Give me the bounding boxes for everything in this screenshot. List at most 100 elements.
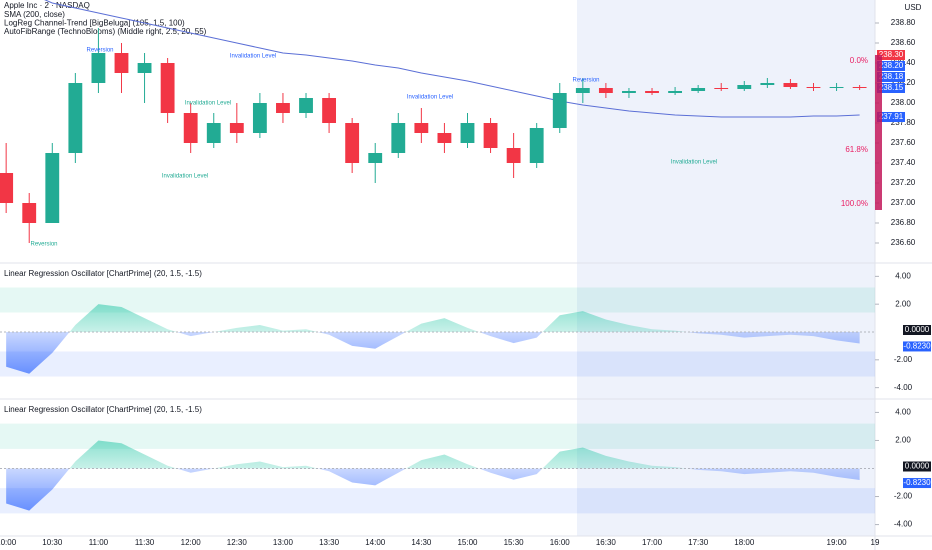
x-tick-label: 18:00 (734, 538, 755, 547)
y-tick-label: 238.20 (891, 78, 916, 87)
candle-body (760, 83, 775, 85)
price-badge (877, 61, 905, 71)
annotation: Invalidation Level (162, 174, 208, 180)
x-tick-label: 16:30 (596, 538, 617, 547)
candle-body (852, 87, 867, 88)
y-tick-label: -4.00 (894, 383, 913, 392)
price-badge (877, 112, 905, 122)
candle-body (91, 53, 106, 83)
price-badge-label: 238.30 (879, 50, 904, 59)
candle-body (22, 203, 37, 223)
candle-body (668, 91, 683, 93)
annotation: Invalidation Level (185, 101, 231, 107)
value-badge-label: 0.0000 (905, 325, 930, 334)
candle-body (691, 88, 706, 91)
x-tick-label: 14:30 (411, 538, 432, 547)
candle-body (737, 85, 752, 89)
y-tick-label: 2.00 (895, 436, 911, 445)
value-badge (903, 341, 931, 352)
y-tick-label: -2.00 (894, 355, 913, 364)
price-badge (877, 50, 905, 60)
x-tick-label: 12:30 (227, 538, 248, 547)
candle-body (437, 133, 452, 143)
candle-body (276, 103, 290, 113)
candle-body (45, 153, 60, 223)
candle-body (483, 123, 498, 148)
candle-body (460, 123, 475, 143)
candle-body (137, 63, 152, 73)
pane-title: Linear Regression Oscillator [ChartPrime… (4, 405, 202, 414)
price-badge (877, 83, 905, 93)
candle-body (206, 123, 221, 143)
y-tick-label: 237.60 (891, 138, 916, 147)
fib-label: 61.8% (845, 145, 868, 154)
y-tick-label: 236.60 (891, 238, 916, 247)
currency-label: USD (905, 3, 922, 12)
annotation: Invalidation Level (230, 54, 276, 60)
x-tick-label: 16:00 (550, 538, 571, 547)
candle-body (806, 87, 821, 88)
y-tick-label: 238.00 (891, 98, 916, 107)
candle-body (783, 83, 798, 87)
y-tick-label: 237.00 (891, 198, 916, 207)
y-tick-label: 4.00 (895, 271, 911, 280)
y-tick-label: 238.80 (891, 18, 916, 27)
candle-body (645, 91, 659, 93)
value-badge-label: -0.8230 (903, 342, 931, 351)
candle-body (552, 93, 567, 128)
y-tick-label: 238.60 (891, 38, 916, 47)
pane-title: Linear Regression Oscillator [ChartPrime… (4, 269, 202, 278)
x-tick-label: 10:00 (0, 538, 17, 547)
annotation: Reversion (30, 242, 57, 248)
x-tick-label: 10:30 (42, 538, 63, 547)
y-tick-label: 237.40 (891, 158, 916, 167)
price-badge (877, 72, 905, 82)
value-badge-label: -0.8230 (903, 478, 931, 487)
candle-body (598, 88, 613, 93)
candle-body (114, 53, 129, 73)
y-tick-label: -4.00 (894, 520, 913, 529)
legend-entry: AutoFibRange (TechnoBlooms) (Middle righ… (4, 27, 207, 36)
upper-band (0, 423, 875, 449)
candle-body (183, 113, 198, 143)
fib-label: 100.0% (841, 199, 868, 208)
pane-title: Apple Inc · 2 · NASDAQ (4, 1, 90, 10)
x-tick-label: 19:00 (827, 538, 848, 547)
x-tick-label: 17:30 (688, 538, 709, 547)
x-tick-label: 12:00 (181, 538, 202, 547)
oscillator-area (6, 440, 860, 511)
fib-label: 0.0% (850, 56, 868, 65)
price-badge-label: 238.18 (879, 72, 904, 81)
value-badge-label: 0.0000 (905, 462, 930, 471)
candle-body (575, 88, 590, 93)
x-tick-label: 17:00 (642, 538, 663, 547)
price-badge-label: 237.91 (879, 112, 904, 121)
candle-body (299, 98, 313, 113)
value-badge (903, 461, 931, 472)
candle-body (345, 123, 360, 163)
annotation: Reversion (86, 48, 113, 54)
y-tick-label: -2.00 (894, 492, 913, 501)
y-tick-label: 236.80 (891, 218, 916, 227)
annotation: Invalidation Level (671, 160, 717, 166)
candle-body (622, 91, 636, 93)
oscillator-area (6, 304, 860, 374)
x-tick-label: 15:00 (457, 538, 478, 547)
value-badge (903, 325, 931, 335)
x-tick-label: 14:00 (365, 538, 386, 547)
value-badge (903, 478, 931, 489)
candle-body (714, 88, 729, 89)
x-tick-label: 11:30 (135, 538, 155, 547)
date-label: 19 (871, 538, 880, 547)
candle-body (829, 87, 844, 88)
x-tick-label: 15:30 (504, 538, 525, 547)
annotation: Invalidation Level (407, 95, 453, 101)
price-badge-label: 238.15 (879, 83, 904, 92)
y-tick-label: 2.00 (895, 299, 911, 308)
candle-body (414, 123, 429, 133)
candle-body (68, 83, 83, 153)
candle-body (529, 128, 544, 163)
candle-body (506, 148, 521, 163)
legend-entry: LogReg Channel-Trend [BigBeluga] (105, 1… (4, 19, 185, 28)
